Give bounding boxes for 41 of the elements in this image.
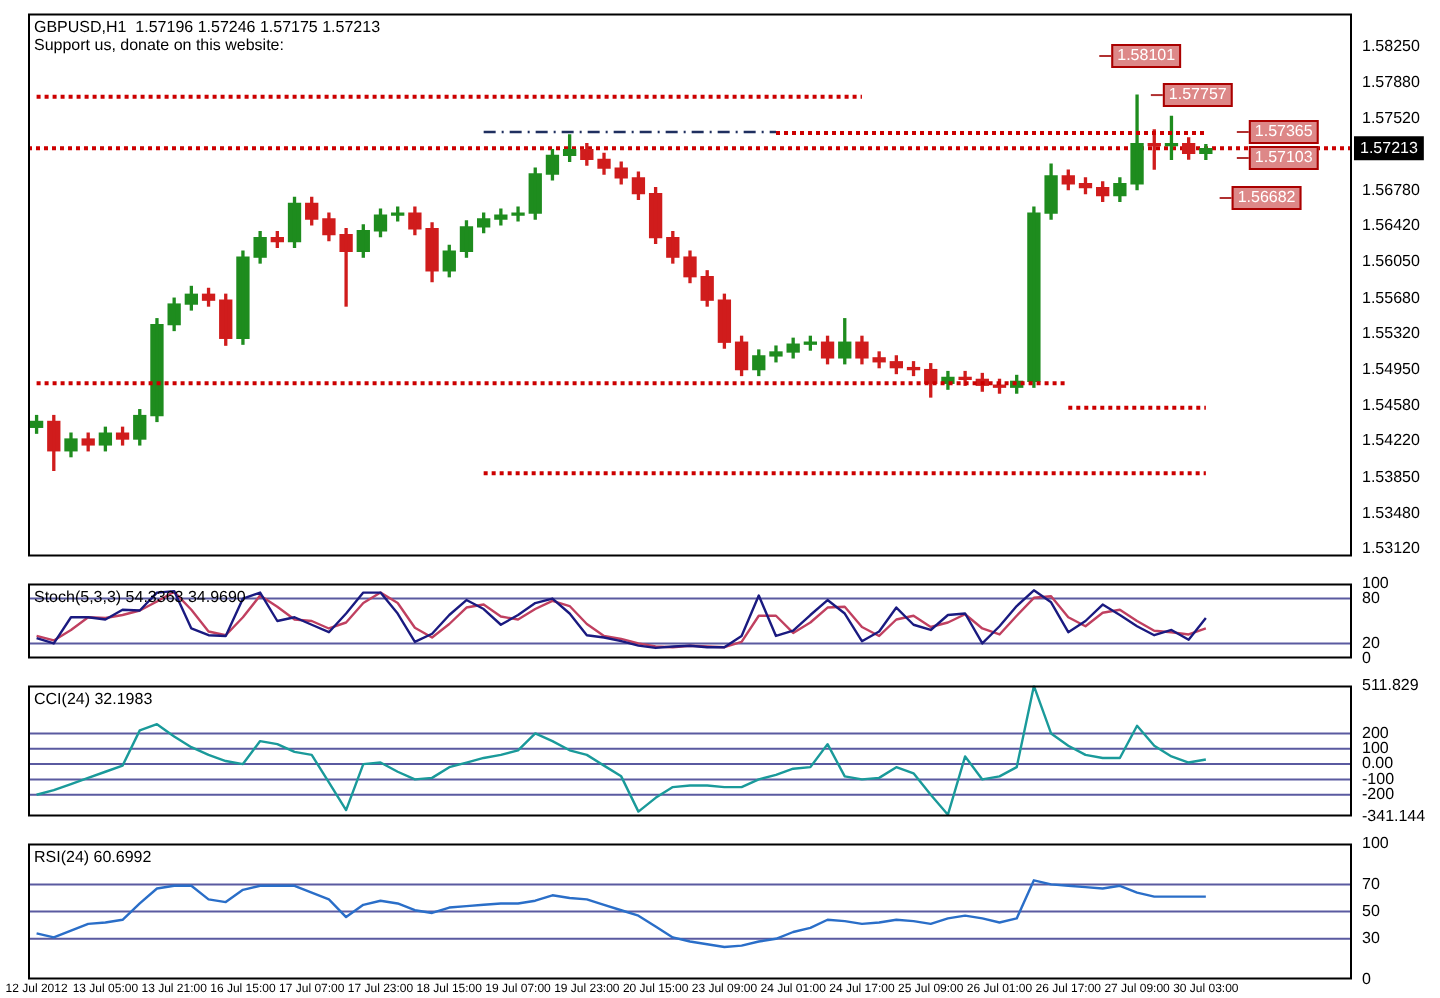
y-tick-label: 30: [1362, 929, 1381, 948]
y-tick-label: 70: [1362, 874, 1381, 893]
y-tick-label: 0.00: [1362, 754, 1395, 773]
y-tick-label: 100: [1362, 739, 1390, 758]
y-tick-label: 0: [1362, 648, 1372, 667]
y-tick-label: 0: [1362, 970, 1372, 989]
text: 1.56682: [1237, 188, 1297, 207]
y-tick-label: 1.53120: [1362, 538, 1421, 557]
text: 1.57365: [1254, 122, 1314, 141]
y-tick-label: 1.53850: [1362, 467, 1421, 486]
y-tick-label: 1.57880: [1362, 73, 1421, 92]
chart-title: CCI(24) 32.1983: [34, 690, 154, 709]
y-tick-label: 1.55320: [1362, 323, 1421, 342]
y-tick-label: -200: [1362, 785, 1396, 804]
annotation: 1.57757: [1168, 85, 1228, 104]
y-tick-label: 80: [1362, 588, 1381, 607]
y-tick-label: -100: [1362, 769, 1396, 788]
y-tick-label: 20: [1362, 633, 1381, 652]
text: 1.57103: [1254, 148, 1314, 167]
y-tick-label: -341.144: [1362, 806, 1427, 825]
y-tick-label: 1.57520: [1362, 108, 1421, 127]
y-tick-label: 1.56780: [1362, 181, 1421, 200]
y-tick-label: 200: [1362, 723, 1390, 742]
y-tick-label: 50: [1362, 902, 1381, 921]
candlestick: [391, 206, 405, 222]
annotation: 1.58101: [1117, 46, 1177, 65]
y-tick-label: 511.829: [1362, 676, 1420, 695]
ref-line-label: 1.57213: [1360, 138, 1419, 157]
text: Support us, donate on this website:: [34, 36, 284, 55]
y-tick-label: 1.55680: [1362, 288, 1421, 307]
y-tick-label: 1.54950: [1362, 360, 1421, 378]
y-tick-label: 1.54580: [1362, 396, 1421, 415]
y-tick-label: 100: [1362, 574, 1390, 593]
y-tick-label: 1.58250: [1362, 37, 1421, 56]
y-tick-label: 1.56050: [1362, 252, 1421, 271]
chart-title: RSI(24) 60.6992: [34, 848, 153, 867]
y-tick-label: 1.53480: [1362, 503, 1421, 522]
y-tick-label: 100: [1362, 834, 1390, 853]
y-tick-label: 1.56420: [1362, 216, 1421, 235]
y-tick-label: 1.54220: [1362, 431, 1421, 450]
chart-title: GBPUSD,H1 1.57196 1.57246 1.57175 1.57213: [34, 18, 382, 37]
